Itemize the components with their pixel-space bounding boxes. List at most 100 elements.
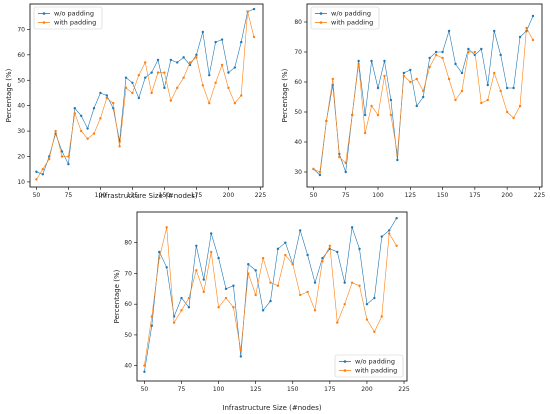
y-axis-label: Percentage (%)	[281, 68, 289, 122]
data-point	[131, 81, 134, 84]
legend-swatch-marker	[343, 360, 347, 363]
data-point	[331, 77, 335, 81]
x-tick-label: 150	[287, 386, 299, 393]
data-point	[92, 132, 96, 135]
data-point	[298, 293, 302, 297]
legend-swatch-marker	[319, 12, 323, 15]
legend-entry: with padding	[54, 19, 96, 27]
data-point	[48, 157, 51, 161]
plot-frame	[136, 211, 408, 382]
data-point	[105, 94, 109, 97]
data-point	[518, 35, 522, 39]
series-line	[313, 26, 534, 173]
y-tick-label: 10	[17, 179, 25, 186]
x-tick-label: 100	[213, 386, 225, 393]
data-point	[247, 263, 250, 266]
legend-swatch-marker	[42, 21, 46, 24]
data-point	[35, 170, 38, 173]
data-point	[188, 61, 192, 64]
data-point	[373, 296, 376, 300]
y-axis-label: Percentage (%)	[113, 269, 121, 323]
data-point	[105, 96, 109, 100]
data-point	[357, 59, 360, 63]
data-point	[499, 53, 502, 57]
data-point	[227, 86, 230, 90]
y-tick-label: 70	[124, 270, 132, 277]
x-tick-label: 225	[398, 386, 410, 393]
data-point	[321, 256, 324, 260]
legend-box	[310, 6, 380, 30]
data-point	[220, 63, 224, 67]
data-point	[73, 112, 77, 115]
series-wo-padding	[143, 216, 398, 373]
plot-frame	[306, 3, 543, 188]
y-tick-label: 30	[17, 128, 25, 135]
data-point	[383, 59, 386, 63]
data-point	[169, 99, 173, 102]
data-point	[150, 315, 154, 318]
data-point	[447, 29, 451, 33]
data-point	[512, 116, 515, 120]
data-point	[518, 104, 522, 108]
data-point	[387, 232, 391, 235]
data-point	[150, 324, 154, 327]
data-point	[422, 89, 425, 93]
legend-entry: with padding	[355, 367, 397, 375]
data-point	[505, 110, 509, 114]
x-tick-label: 175	[324, 386, 336, 393]
data-point	[180, 309, 183, 312]
data-point	[232, 306, 235, 309]
data-point	[350, 281, 354, 284]
series-line	[36, 8, 255, 175]
series-wo-padding	[35, 7, 256, 176]
series-wo-padding	[312, 14, 535, 177]
data-point	[318, 173, 322, 177]
data-point	[422, 95, 425, 99]
x-tick-label: 150	[437, 192, 449, 199]
data-point	[380, 235, 383, 238]
data-point	[473, 50, 477, 54]
data-point	[395, 244, 398, 247]
data-point	[447, 77, 451, 81]
y-tick-label: 50	[124, 332, 132, 339]
data-point	[254, 269, 257, 272]
data-point	[35, 178, 38, 181]
data-point	[350, 226, 354, 229]
data-point	[387, 229, 391, 232]
y-tick-label: 50	[294, 109, 302, 116]
data-point	[343, 281, 346, 284]
data-point	[343, 302, 346, 306]
legend-swatch-marker	[42, 12, 46, 15]
data-point	[144, 61, 147, 64]
data-point	[454, 62, 457, 66]
data-point	[232, 284, 235, 287]
x-tick-label: 50	[310, 192, 318, 199]
data-point	[252, 7, 256, 11]
y-tick-label: 40	[294, 139, 302, 146]
data-point	[336, 321, 339, 324]
data-point	[112, 101, 115, 105]
data-point	[396, 152, 399, 156]
data-point	[376, 113, 380, 117]
data-point	[396, 158, 399, 162]
data-point	[217, 256, 220, 260]
data-point	[312, 167, 315, 171]
y-tick-label: 80	[124, 240, 132, 247]
data-point	[328, 244, 332, 247]
data-point	[365, 302, 369, 306]
data-point	[224, 287, 228, 291]
data-point	[214, 40, 217, 44]
chart-1: 50 75 100 125 150 175 200 225 10 20 30 40 50 60 70 Infr…	[5, 3, 266, 200]
data-point	[321, 259, 324, 263]
data-point	[143, 364, 146, 367]
series-with-padding	[143, 226, 398, 367]
x-tick-label: 125	[127, 192, 139, 199]
x-tick-label: 125	[250, 386, 262, 393]
data-point	[338, 155, 341, 159]
data-point	[41, 168, 45, 171]
data-point	[276, 247, 280, 251]
data-point	[480, 47, 483, 51]
series-line	[313, 15, 534, 176]
